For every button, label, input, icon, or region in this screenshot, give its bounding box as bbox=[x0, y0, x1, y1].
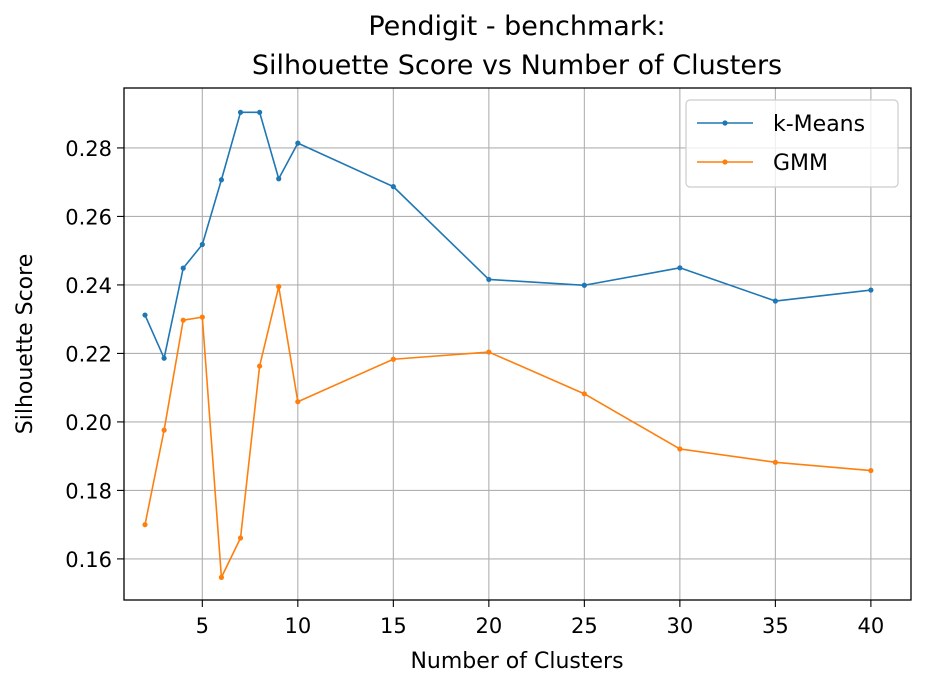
data-point-gmm bbox=[486, 349, 492, 355]
data-point-k-means bbox=[295, 140, 301, 146]
data-point-gmm bbox=[161, 427, 167, 433]
data-point-gmm bbox=[677, 446, 683, 452]
y-tick-label: 0.16 bbox=[65, 548, 112, 572]
x-axis-label: Number of Clusters bbox=[410, 649, 623, 674]
data-point-gmm bbox=[180, 317, 186, 323]
y-tick-label: 0.28 bbox=[65, 137, 112, 161]
data-point-gmm bbox=[581, 391, 587, 397]
y-tick-label: 0.24 bbox=[65, 274, 112, 298]
data-point-k-means bbox=[486, 276, 492, 283]
legend-kmeans-marker bbox=[722, 120, 728, 126]
data-point-k-means bbox=[142, 312, 148, 318]
x-tick-label: 15 bbox=[380, 614, 407, 638]
series-layer bbox=[142, 109, 874, 580]
data-point-k-means bbox=[199, 241, 205, 248]
data-point-k-means bbox=[772, 298, 778, 304]
legend-gmm-label: GMM bbox=[773, 151, 828, 176]
data-point-k-means bbox=[161, 355, 167, 361]
data-point-k-means bbox=[581, 282, 587, 288]
x-tick-label: 5 bbox=[196, 614, 209, 638]
y-tick-label: 0.18 bbox=[65, 479, 112, 503]
data-point-k-means bbox=[237, 109, 244, 115]
data-point-gmm bbox=[868, 467, 874, 474]
series-line-gmm bbox=[144, 285, 871, 579]
grid-lines bbox=[124, 88, 911, 600]
y-tick-label: 0.26 bbox=[65, 205, 112, 229]
legend-gmm-marker bbox=[722, 159, 728, 165]
data-point-k-means bbox=[180, 265, 186, 271]
data-point-k-means bbox=[218, 177, 225, 183]
x-tick-label: 40 bbox=[858, 614, 885, 638]
data-point-gmm bbox=[257, 363, 263, 369]
y-tick-label: 0.22 bbox=[65, 342, 112, 366]
data-point-k-means bbox=[390, 184, 396, 190]
data-point-gmm bbox=[199, 314, 205, 320]
data-point-gmm bbox=[237, 535, 244, 541]
legend-kmeans-label: k-Means bbox=[773, 112, 865, 137]
data-point-gmm bbox=[390, 356, 396, 362]
y-axis-label: Silhouette Score bbox=[13, 254, 38, 434]
data-point-gmm bbox=[276, 284, 282, 290]
y-axis-ticks: 0.16 0.18 0.20 0.22 0.24 0.26 0.28 bbox=[65, 137, 124, 572]
data-point-k-means bbox=[257, 109, 263, 115]
x-tick-label: 30 bbox=[666, 614, 693, 638]
chart-title-line-1: Pendigit - benchmark: bbox=[368, 11, 665, 42]
x-tick-label: 35 bbox=[762, 614, 789, 638]
data-point-gmm bbox=[295, 399, 301, 405]
y-tick-label: 0.20 bbox=[65, 411, 112, 435]
data-point-gmm bbox=[218, 574, 225, 580]
data-point-gmm bbox=[772, 459, 778, 465]
x-tick-label: 10 bbox=[284, 614, 311, 638]
plot-area-frame bbox=[123, 87, 912, 601]
legend-box bbox=[685, 99, 899, 188]
x-tick-label: 25 bbox=[571, 614, 598, 638]
legend: k-Means GMM bbox=[685, 99, 899, 188]
data-point-k-means bbox=[868, 287, 874, 293]
data-point-gmm bbox=[142, 522, 148, 528]
x-axis-ticks: 5 10 15 20 25 30 35 40 bbox=[196, 600, 885, 638]
chart-title-line-2: Silhouette Score vs Number of Clusters bbox=[252, 50, 782, 81]
data-point-k-means bbox=[276, 176, 282, 182]
x-tick-label: 20 bbox=[475, 614, 502, 638]
data-point-k-means bbox=[677, 265, 683, 271]
